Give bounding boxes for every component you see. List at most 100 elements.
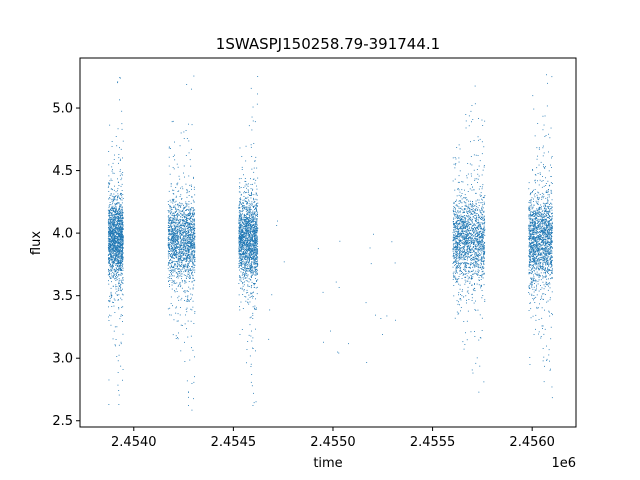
data-point bbox=[239, 246, 241, 248]
data-point bbox=[248, 248, 250, 250]
data-point bbox=[247, 243, 249, 245]
data-point bbox=[112, 208, 114, 210]
data-point bbox=[111, 230, 113, 232]
data-point bbox=[188, 214, 189, 216]
data-point bbox=[193, 232, 194, 233]
data-point bbox=[192, 212, 194, 214]
data-point bbox=[256, 203, 258, 204]
data-point bbox=[117, 218, 119, 220]
data-point bbox=[186, 250, 188, 252]
data-point bbox=[113, 255, 115, 256]
data-point bbox=[249, 248, 251, 249]
data-point bbox=[174, 263, 176, 265]
data-point bbox=[252, 318, 254, 319]
data-point bbox=[110, 259, 111, 261]
data-point bbox=[112, 210, 114, 212]
data-point bbox=[192, 221, 194, 223]
data-point bbox=[115, 251, 117, 253]
data-point bbox=[115, 210, 116, 212]
data-point bbox=[169, 286, 170, 287]
data-point bbox=[118, 220, 119, 221]
data-point bbox=[186, 244, 188, 246]
data-point bbox=[121, 193, 122, 195]
data-point bbox=[246, 225, 247, 227]
data-point bbox=[171, 234, 172, 235]
data-point bbox=[119, 147, 120, 149]
data-point bbox=[239, 250, 240, 251]
data-point bbox=[112, 245, 114, 247]
data-point bbox=[242, 229, 244, 231]
data-point bbox=[252, 214, 254, 216]
data-point bbox=[178, 243, 179, 245]
data-point bbox=[249, 220, 251, 221]
data-point bbox=[240, 223, 241, 225]
data-point bbox=[243, 221, 245, 223]
data-point bbox=[257, 252, 258, 254]
data-point bbox=[174, 218, 176, 220]
data-point bbox=[254, 236, 255, 238]
data-point bbox=[193, 209, 195, 211]
data-point bbox=[257, 227, 259, 229]
data-point bbox=[249, 210, 251, 212]
data-point bbox=[177, 243, 179, 245]
data-point bbox=[251, 258, 253, 260]
data-point bbox=[252, 220, 254, 222]
data-point bbox=[245, 228, 247, 230]
data-point bbox=[173, 245, 175, 247]
data-point bbox=[254, 266, 256, 267]
data-point bbox=[173, 234, 174, 236]
data-point bbox=[187, 228, 189, 229]
data-point bbox=[122, 369, 124, 370]
data-point bbox=[117, 287, 119, 289]
data-point bbox=[249, 217, 251, 219]
data-point bbox=[119, 211, 120, 212]
data-point bbox=[168, 231, 170, 233]
data-point bbox=[247, 249, 249, 251]
data-point bbox=[120, 263, 122, 265]
data-point bbox=[193, 250, 195, 252]
data-point bbox=[178, 257, 180, 259]
data-point bbox=[121, 244, 123, 246]
data-point bbox=[117, 216, 118, 217]
data-point bbox=[113, 223, 114, 225]
data-point bbox=[243, 233, 245, 235]
data-point bbox=[247, 203, 249, 204]
data-point bbox=[177, 266, 178, 267]
data-point bbox=[194, 264, 196, 266]
data-point bbox=[173, 205, 175, 207]
data-point bbox=[113, 207, 115, 209]
data-point bbox=[254, 160, 255, 162]
data-point bbox=[193, 228, 195, 229]
data-point bbox=[239, 229, 241, 231]
data-point bbox=[253, 216, 255, 218]
data-point bbox=[115, 254, 117, 255]
data-point bbox=[119, 219, 121, 221]
data-point bbox=[240, 277, 242, 279]
data-point bbox=[186, 250, 188, 252]
data-point bbox=[254, 307, 256, 309]
data-point bbox=[240, 236, 242, 237]
data-point bbox=[172, 218, 174, 220]
data-point bbox=[119, 244, 121, 246]
data-point bbox=[119, 230, 120, 232]
data-point bbox=[122, 242, 124, 244]
data-point bbox=[245, 210, 247, 212]
data-point bbox=[183, 245, 184, 247]
data-point bbox=[169, 307, 171, 309]
data-point bbox=[177, 235, 179, 237]
data-point bbox=[247, 222, 249, 223]
data-point bbox=[253, 143, 255, 144]
data-point bbox=[188, 224, 190, 225]
data-point bbox=[192, 214, 194, 215]
data-point bbox=[119, 227, 121, 229]
data-point bbox=[183, 265, 185, 266]
data-point bbox=[111, 215, 113, 217]
data-point bbox=[172, 236, 174, 237]
data-point bbox=[193, 75, 195, 77]
data-point bbox=[248, 193, 250, 195]
data-point bbox=[178, 295, 180, 297]
data-point bbox=[187, 290, 188, 292]
data-point bbox=[174, 244, 175, 246]
data-point bbox=[179, 283, 181, 285]
data-point bbox=[179, 227, 180, 229]
